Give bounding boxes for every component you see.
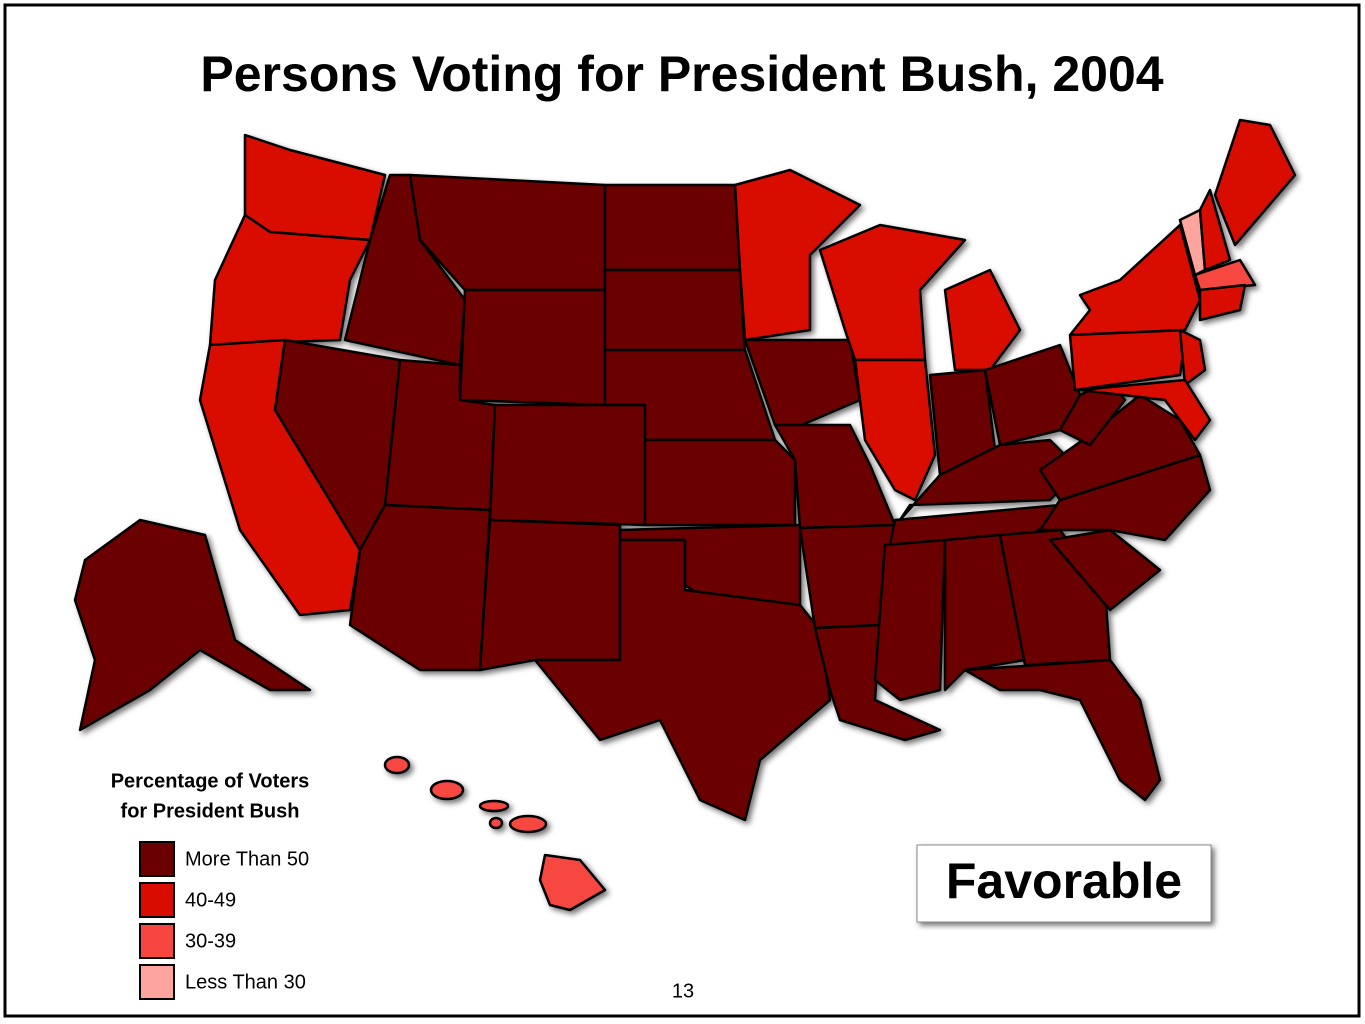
legend-label: 30-39	[185, 930, 236, 952]
legend-swatch	[139, 882, 175, 918]
legend-label: More Than 50	[185, 848, 309, 870]
state	[1048, 528, 1162, 612]
us-map	[73, 118, 1297, 912]
state	[643, 438, 797, 527]
state	[208, 213, 372, 347]
state	[733, 168, 862, 342]
state	[538, 853, 607, 912]
state	[1178, 328, 1207, 387]
state	[818, 223, 967, 362]
state	[853, 358, 937, 502]
state	[488, 816, 504, 830]
state	[478, 799, 510, 813]
state	[943, 268, 1022, 372]
legend-label: 40-49	[185, 889, 236, 911]
state	[508, 814, 548, 834]
badge-box	[916, 844, 1212, 923]
badge: Favorable	[946, 853, 1182, 909]
legend-title: for President Bush	[121, 800, 300, 822]
legend-swatch	[139, 964, 175, 1000]
page-number: 13	[672, 980, 694, 1002]
state	[743, 338, 862, 432]
state	[1078, 378, 1212, 442]
legend-title: Percentage of Voters	[111, 770, 310, 792]
state	[1193, 258, 1257, 292]
state	[73, 518, 312, 732]
state	[603, 183, 742, 272]
legend-swatch	[139, 923, 175, 959]
legend-swatch	[139, 841, 175, 877]
legend-label: Less Than 30	[185, 971, 306, 993]
state	[488, 403, 647, 527]
state	[1068, 223, 1202, 337]
title: Persons Voting for President Bush, 2004	[200, 46, 1163, 102]
legend: More Than 50 40-49 30-39 Less Than 30	[139, 841, 309, 1000]
state	[478, 518, 622, 672]
state	[943, 533, 1027, 692]
state	[458, 288, 607, 407]
state	[603, 268, 747, 357]
state	[383, 755, 411, 775]
state	[533, 538, 832, 822]
state	[873, 538, 947, 702]
state	[1198, 188, 1232, 272]
state	[1213, 118, 1297, 247]
state	[429, 779, 465, 801]
state	[963, 658, 1162, 802]
state	[1198, 283, 1247, 322]
